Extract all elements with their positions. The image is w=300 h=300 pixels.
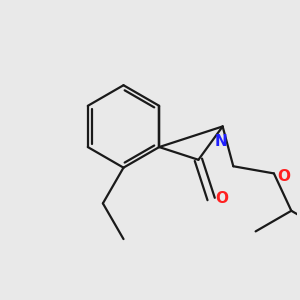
Text: O: O (216, 191, 229, 206)
Text: O: O (277, 169, 290, 184)
Text: N: N (215, 134, 227, 149)
